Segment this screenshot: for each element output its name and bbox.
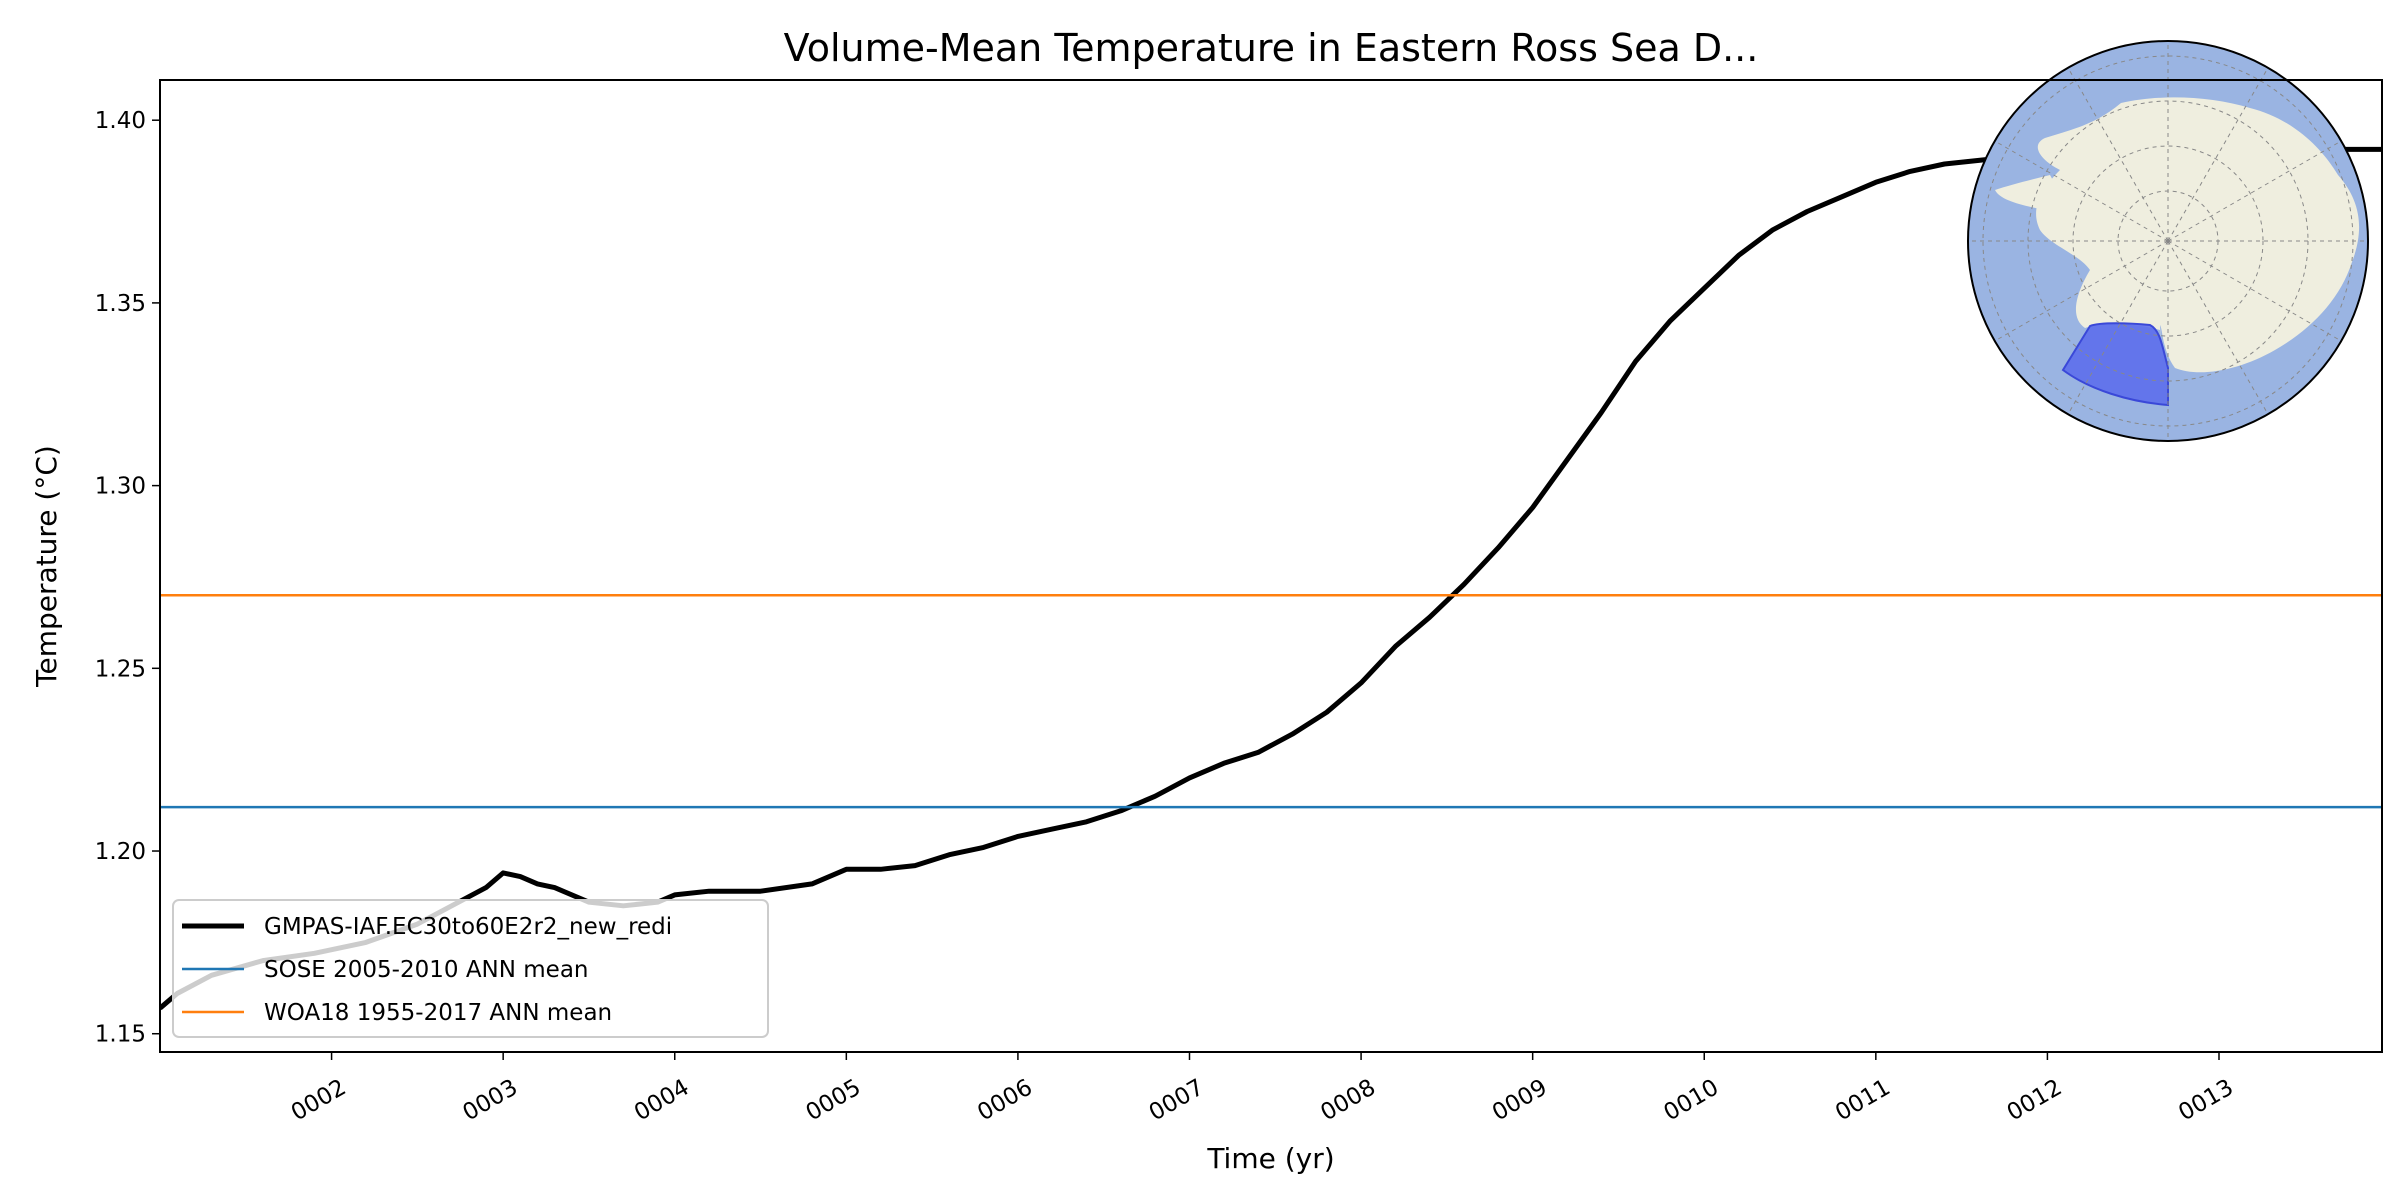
inset-region-map	[1967, 40, 2369, 442]
legend-box	[172, 899, 769, 1038]
x-tick-label: 0013	[2174, 1075, 2238, 1127]
legend-label: WOA18 1955-2017 ANN mean	[264, 1000, 612, 1026]
x-tick-label: 0006	[973, 1075, 1037, 1127]
y-tick-label: 1.40	[95, 108, 146, 134]
plot-frame	[159, 79, 2383, 1053]
x-tick-label: 0012	[2003, 1075, 2067, 1127]
graticule-circle	[2072, 145, 2264, 337]
peninsula-land	[1995, 175, 2055, 210]
graticule-meridian	[2167, 240, 2269, 415]
x-tick-label: 0007	[1145, 1075, 1209, 1127]
graticule-meridian	[2067, 67, 2169, 242]
x-axis: 0002 0003 0004 0005 0006 0007 0008 0009 0010 0011…	[287, 1052, 2238, 1126]
map-features	[1968, 41, 2368, 441]
y-axis-label: Temperature (°C)	[30, 445, 63, 688]
x-tick-label: 0002	[287, 1075, 351, 1127]
y-tick-label: 1.25	[95, 656, 146, 682]
highlighted-region	[2061, 322, 2169, 407]
legend-label: GMPAS-IAF.EC30to60E2r2_new_redi	[264, 914, 672, 940]
graticule-meridian	[2167, 240, 2342, 342]
y-tick-label: 1.35	[95, 291, 146, 317]
chart-title: Volume-Mean Temperature in Eastern Ross …	[784, 26, 1759, 70]
graticule-meridian	[2167, 140, 2342, 242]
legend-label: SOSE 2005-2010 ANN mean	[264, 957, 589, 983]
x-axis-label: Time (yr)	[1206, 1142, 1334, 1175]
x-tick-label: 0004	[630, 1075, 694, 1127]
y-tick-label: 1.15	[95, 1022, 146, 1048]
y-tick-label: 1.30	[95, 474, 146, 500]
x-tick-label: 0003	[458, 1075, 522, 1127]
y-tick-label: 1.20	[95, 839, 146, 865]
map-border	[1967, 40, 2369, 442]
x-tick-label: 0005	[802, 1075, 866, 1127]
graticule-meridian	[1994, 140, 2169, 242]
x-tick-label: 0011	[1831, 1075, 1895, 1127]
x-tick-label: 0010	[1660, 1075, 1724, 1127]
graticule-meridian	[2067, 240, 2169, 415]
x-tick-label: 0008	[1316, 1075, 1380, 1127]
graticule-meridian	[1994, 240, 2169, 342]
x-tick-label: 0009	[1488, 1075, 1552, 1127]
antarctica-land	[2036, 97, 2360, 373]
legend: GMPAS-IAF.EC30to60E2r2_new_redi SOSE 2005…	[172, 899, 769, 1038]
graticule-meridian	[2167, 67, 2269, 242]
y-axis: 1.15 1.20 1.25 1.30 1.35 1.40	[95, 108, 160, 1048]
